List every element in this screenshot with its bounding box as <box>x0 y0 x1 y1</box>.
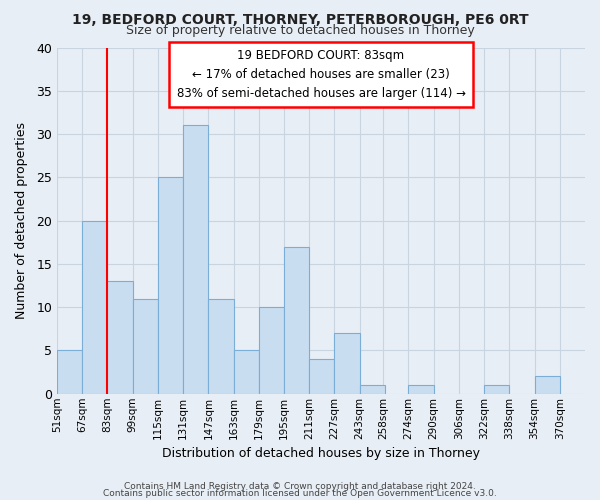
Text: Contains HM Land Registry data © Crown copyright and database right 2024.: Contains HM Land Registry data © Crown c… <box>124 482 476 491</box>
Text: 19 BEDFORD COURT: 83sqm
← 17% of detached houses are smaller (23)
83% of semi-de: 19 BEDFORD COURT: 83sqm ← 17% of detache… <box>176 49 466 100</box>
Bar <box>484 385 509 394</box>
X-axis label: Distribution of detached houses by size in Thorney: Distribution of detached houses by size … <box>162 447 480 460</box>
Text: 19, BEDFORD COURT, THORNEY, PETERBOROUGH, PE6 0RT: 19, BEDFORD COURT, THORNEY, PETERBOROUGH… <box>71 12 529 26</box>
Bar <box>208 298 233 394</box>
Bar <box>233 350 259 394</box>
Text: Contains public sector information licensed under the Open Government Licence v3: Contains public sector information licen… <box>103 488 497 498</box>
Bar <box>359 385 385 394</box>
Bar <box>334 333 359 394</box>
Y-axis label: Number of detached properties: Number of detached properties <box>15 122 28 319</box>
Bar <box>309 359 334 394</box>
Bar <box>82 220 107 394</box>
Bar <box>535 376 560 394</box>
Bar <box>259 307 284 394</box>
Bar <box>158 178 183 394</box>
Bar <box>133 298 158 394</box>
Bar <box>57 350 82 394</box>
Bar <box>107 281 133 394</box>
Text: Size of property relative to detached houses in Thorney: Size of property relative to detached ho… <box>125 24 475 37</box>
Bar <box>409 385 434 394</box>
Bar <box>183 126 208 394</box>
Bar <box>284 246 309 394</box>
